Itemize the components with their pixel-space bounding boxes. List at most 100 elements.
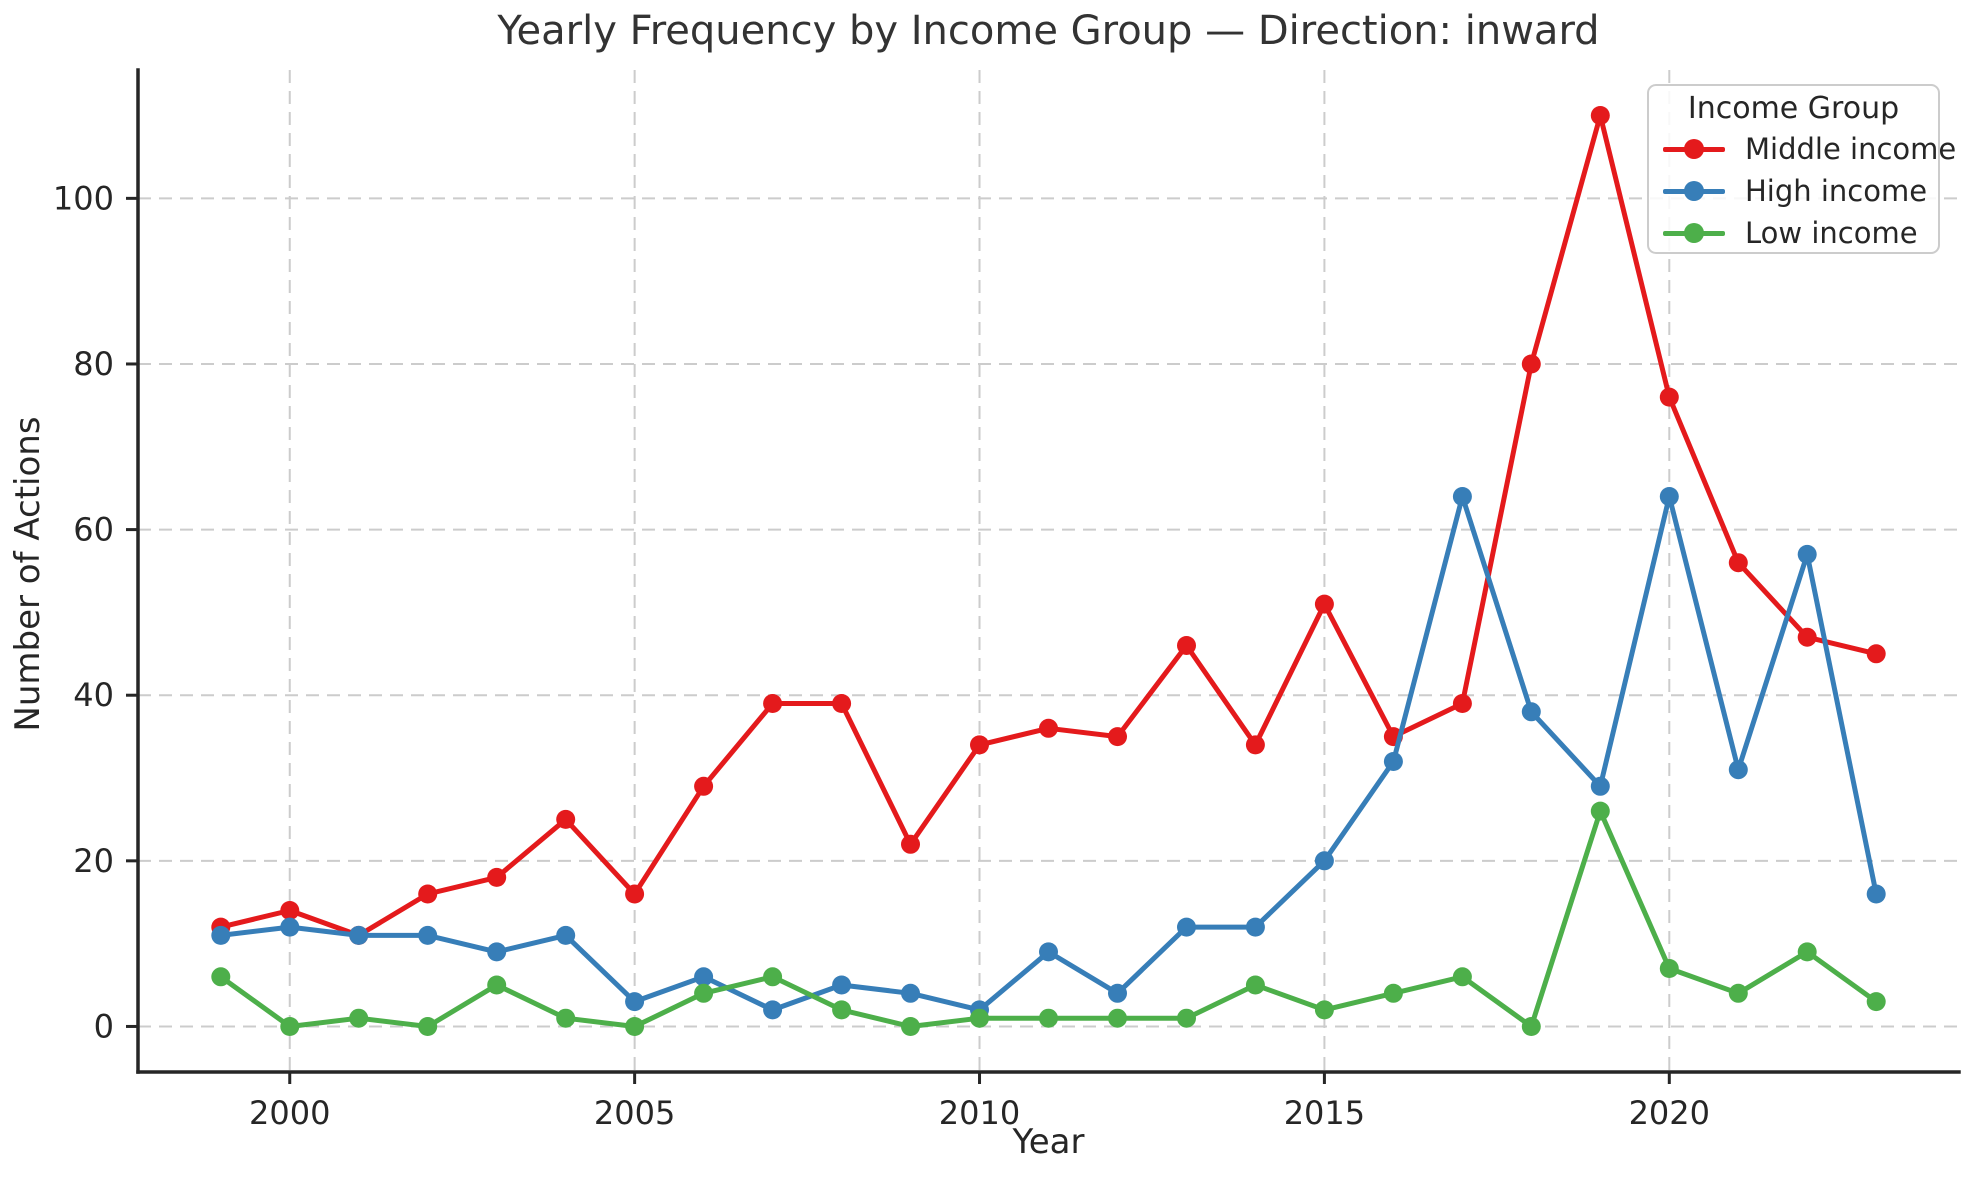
data-point (1797, 942, 1817, 962)
axis-ticks (126, 196, 1671, 1084)
data-point (763, 1000, 783, 1020)
legend: Income Group Middle income High income Low… (1647, 84, 1956, 254)
data-point (1245, 975, 1265, 995)
data-point (418, 884, 438, 904)
data-point (280, 917, 300, 937)
data-point (418, 925, 438, 945)
data-point (1590, 106, 1610, 125)
chart-title: Yearly Frequency by Income Group — Direc… (497, 8, 1600, 54)
data-point (1314, 1000, 1334, 1020)
legend-label: High income (1745, 174, 1928, 208)
y-tick-label: 100 (53, 179, 114, 217)
gridlines (138, 70, 1959, 1072)
data-point (1590, 776, 1610, 796)
data-point (1108, 983, 1127, 1003)
legend-row-high-income: High income (1663, 170, 1928, 212)
data-point (1108, 727, 1127, 747)
data-point (1521, 354, 1541, 374)
data-point (1452, 694, 1472, 713)
data-point (1797, 627, 1817, 647)
data-point (901, 1017, 920, 1036)
legend-line-marker-icon (1663, 146, 1725, 152)
data-point (487, 942, 507, 962)
data-point (1797, 544, 1817, 564)
data-point (1245, 917, 1265, 937)
x-axis-label: Year (1012, 1122, 1085, 1162)
data-point (487, 975, 507, 995)
data-point (1521, 702, 1541, 722)
legend-row-middle-income: Middle income (1663, 128, 1956, 170)
x-tick-label: 2020 (1629, 1094, 1710, 1132)
legend-line-marker-icon (1663, 230, 1725, 236)
data-point (1245, 735, 1265, 755)
data-point (625, 884, 645, 904)
data-point (1728, 983, 1748, 1003)
data-point (1728, 760, 1748, 780)
data-point (349, 925, 369, 945)
x-tick-label: 2015 (1284, 1094, 1365, 1132)
data-point (832, 694, 852, 713)
y-tick-label: 60 (73, 511, 114, 549)
data-point (625, 992, 645, 1012)
data-point (1177, 636, 1196, 655)
data-point (1866, 644, 1886, 664)
data-point (211, 967, 231, 987)
x-tick-label: 2005 (594, 1094, 675, 1132)
data-point (1659, 487, 1679, 506)
series-middle-income (211, 106, 1886, 945)
data-point (970, 735, 989, 755)
y-tick-label: 80 (73, 345, 114, 383)
data-point (694, 983, 714, 1003)
data-point (1659, 387, 1679, 407)
y-tick-label: 20 (73, 842, 114, 880)
data-point (211, 925, 231, 945)
data-point (556, 925, 576, 945)
data-point (280, 1017, 300, 1036)
data-point (1314, 851, 1334, 871)
legend-label: Middle income (1745, 132, 1957, 166)
data-point (901, 834, 920, 854)
data-point (1866, 884, 1886, 904)
legend-rows: Middle income High income Low income (1663, 128, 1956, 254)
y-tick-label: 0 (94, 1007, 114, 1045)
legend-line-marker-icon (1663, 188, 1725, 194)
data-point (1590, 801, 1610, 821)
legend-title: Income Group (1687, 91, 1900, 126)
data-point (1728, 553, 1748, 573)
data-point (556, 809, 576, 829)
data-point (280, 901, 300, 920)
data-point (625, 1017, 645, 1036)
data-point (694, 967, 714, 987)
data-point (1177, 917, 1196, 937)
data-point (418, 1017, 438, 1036)
data-point (349, 1008, 369, 1028)
legend-label: Low income (1745, 216, 1918, 250)
data-point (556, 1008, 576, 1028)
y-axis-label: Number of Actions (8, 416, 48, 732)
data-point (832, 1000, 852, 1020)
data-point (1177, 1008, 1196, 1028)
data-point (970, 1008, 989, 1028)
data-point (832, 975, 852, 995)
data-point (1039, 718, 1058, 738)
data-point (1521, 1017, 1541, 1036)
data-point (1108, 1008, 1127, 1028)
series-high-income (211, 487, 1886, 1020)
data-point (1452, 967, 1472, 987)
data-point (1039, 942, 1058, 962)
axes-spines (136, 68, 1961, 1074)
data-point (901, 983, 920, 1003)
data-point (487, 867, 507, 887)
y-tick-label: 40 (73, 676, 114, 714)
series-low-income (211, 801, 1886, 1036)
data-point (694, 776, 714, 796)
series-line (218, 494, 1879, 1013)
data-point (1383, 983, 1403, 1003)
data-point (1866, 992, 1886, 1012)
x-tick-label: 2010 (939, 1094, 1020, 1132)
data-point (763, 967, 783, 987)
series-line (218, 808, 1879, 1029)
data-point (1452, 487, 1472, 506)
